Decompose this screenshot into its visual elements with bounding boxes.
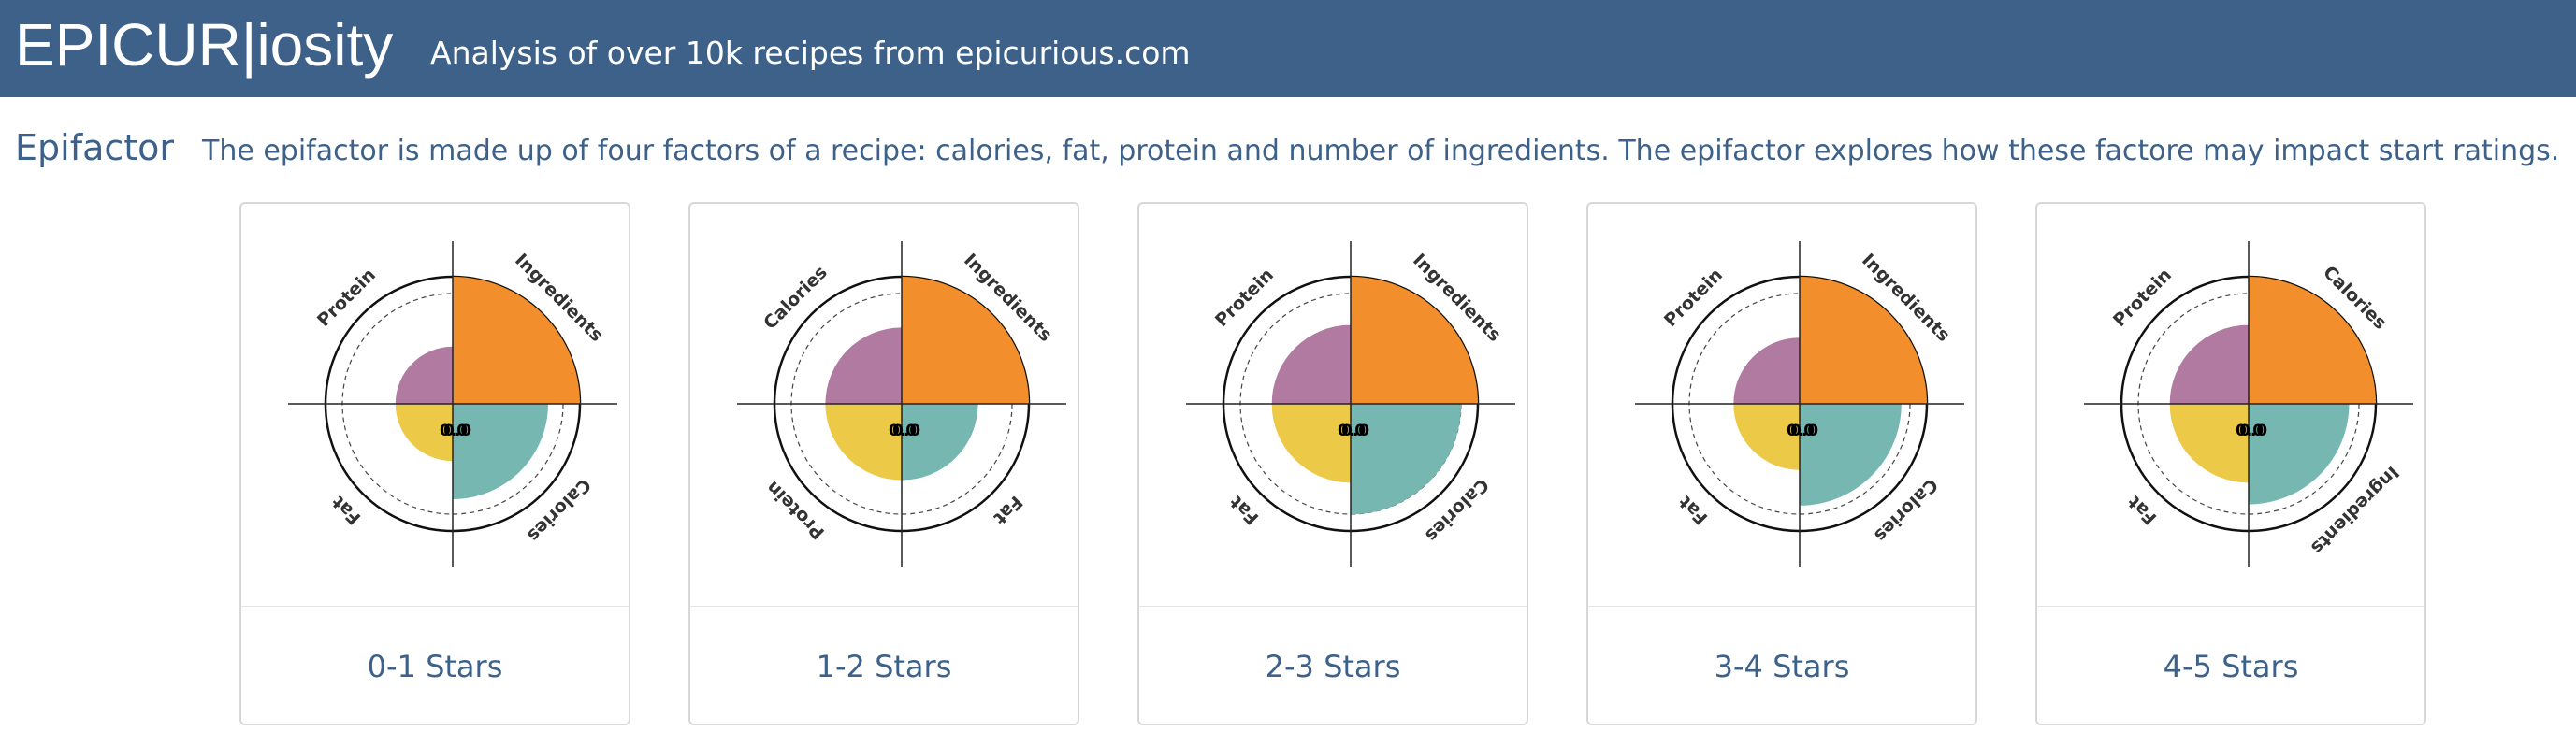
axis-label-fat: Fat (328, 492, 365, 528)
section-description: The epifactor is made up of four factors… (202, 135, 2560, 167)
sector-fat[interactable] (1733, 404, 1800, 470)
sector-fat[interactable] (1271, 404, 1351, 483)
axis-label-protein: Protein (313, 265, 380, 331)
axis-label-fat: Fat (990, 492, 1026, 528)
header-tagline: Analysis of over 10k recipes from epicur… (430, 35, 1191, 71)
axis-label-calories: Calories (523, 474, 595, 546)
card-label: 3-4 Stars (1714, 649, 1850, 684)
axis-label-protein: Protein (2109, 265, 2176, 331)
header-bar: EPICUR|iosity Analysis of over 10k recip… (0, 0, 2576, 97)
zero-label: 0.0 (892, 422, 920, 440)
sector-ingredients[interactable] (2249, 404, 2350, 505)
sector-calories[interactable] (825, 327, 902, 404)
epifactor-card-1-2: 0.0 0.0 Ingredients Fat Protein Calories 1-2 … (688, 202, 1079, 725)
zero-label: 0.0 (889, 422, 917, 440)
axis-label-protein: Protein (762, 477, 829, 543)
zero-label: 0.0 (1790, 422, 1818, 440)
polar-chart: 0.0 0.0 Ingredients Calories Fat Protein (1588, 204, 1979, 606)
sector-protein[interactable] (2169, 324, 2249, 404)
zero-label: 0.0 (2239, 422, 2267, 440)
sector-calories[interactable] (2249, 277, 2376, 404)
axis-label-fat: Fat (2124, 492, 2161, 528)
axis-label-calories: Calories (760, 262, 832, 334)
axis-label-protein: Protein (1660, 265, 1727, 331)
polar-chart: 0.0 0.0 Ingredients Fat Protein Calories (690, 204, 1081, 606)
polar-chart: 0.0 0.0 Calories Ingredients Fat Protein (2037, 204, 2428, 606)
sector-fat[interactable] (395, 404, 453, 462)
epifactor-card-3-4: 0.0 0.0 Ingredients Calories Fat Protein 3-4 … (1586, 202, 1977, 725)
zero-label: 0.0 (1341, 422, 1369, 440)
card-footer: 3-4 Stars (1588, 606, 1975, 724)
epifactor-card-4-5: 0.0 0.0 Calories Ingredients Fat Protein 4-5 … (2035, 202, 2426, 725)
axis-label-ingredients: Ingredients (2307, 462, 2403, 558)
zero-label: 0.0 (443, 422, 471, 440)
card-footer: 2-3 Stars (1139, 606, 1527, 724)
sector-ingredients[interactable] (453, 277, 580, 404)
card-footer: 0-1 Stars (241, 606, 629, 724)
sector-ingredients[interactable] (1800, 277, 1927, 404)
sector-fat[interactable] (2169, 404, 2249, 483)
zero-label: 0.0 (2236, 422, 2264, 440)
sector-calories[interactable] (1800, 404, 1902, 506)
card-footer: 4-5 Stars (2037, 606, 2424, 724)
brand-logo-text[interactable]: EPICUR|iosity (15, 11, 394, 79)
epifactor-card-2-3: 0.0 0.0 Ingredients Calories Fat Protein 2-3 … (1137, 202, 1528, 725)
sector-protein[interactable] (1733, 337, 1800, 404)
zero-label: 0.0 (1338, 422, 1366, 440)
zero-label: 0.0 (440, 422, 468, 440)
axis-label-calories: Calories (1421, 474, 1493, 546)
axis-label-protein: Protein (1211, 265, 1278, 331)
sector-ingredients[interactable] (1351, 277, 1478, 404)
sector-fat[interactable] (902, 404, 978, 481)
sector-protein[interactable] (825, 404, 902, 481)
sector-calories[interactable] (1351, 404, 1462, 515)
axis-label-fat: Fat (1675, 492, 1712, 528)
epifactor-card-0-1: 0.0 0.0 Ingredients Calories Fat Protein 0-1 … (239, 202, 630, 725)
axis-label-fat: Fat (1226, 492, 1263, 528)
card-label: 2-3 Stars (1265, 649, 1401, 684)
section-title: Epifactor (15, 127, 175, 168)
zero-label: 0.0 (1787, 422, 1815, 440)
sector-protein[interactable] (1271, 324, 1351, 404)
sector-calories[interactable] (453, 404, 548, 499)
card-label: 4-5 Stars (2163, 649, 2299, 684)
polar-chart: 0.0 0.0 Ingredients Calories Fat Protein (241, 204, 632, 606)
card-label: 1-2 Stars (816, 649, 952, 684)
card-footer: 1-2 Stars (690, 606, 1078, 724)
axis-label-calories: Calories (1870, 474, 1942, 546)
polar-chart: 0.0 0.0 Ingredients Calories Fat Protein (1139, 204, 1530, 606)
sector-ingredients[interactable] (902, 277, 1029, 404)
sector-protein[interactable] (395, 346, 453, 404)
card-label: 0-1 Stars (367, 649, 503, 684)
